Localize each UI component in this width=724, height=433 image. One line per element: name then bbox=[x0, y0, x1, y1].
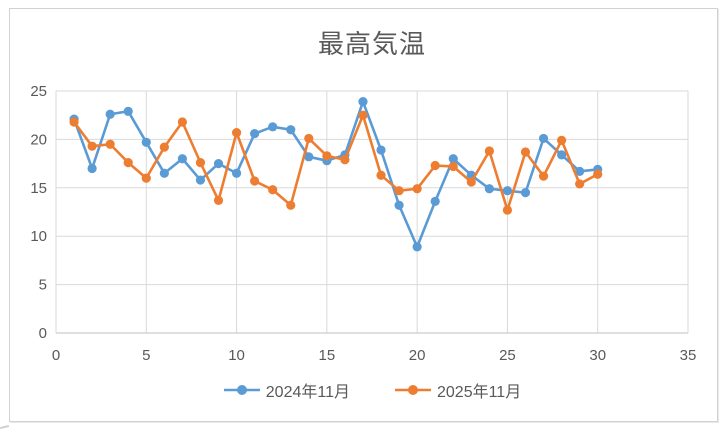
svg-text:15: 15 bbox=[30, 180, 47, 197]
legend-line-dot-icon-orange bbox=[395, 385, 431, 395]
chart-frame bbox=[9, 8, 718, 422]
svg-text:20: 20 bbox=[30, 131, 47, 148]
chart-legend: 2024年11月 2025年11月 bbox=[56, 378, 688, 402]
legend-line-dot-icon-blue bbox=[223, 385, 260, 395]
svg-text:20: 20 bbox=[409, 347, 426, 364]
svg-text:0: 0 bbox=[39, 325, 47, 342]
svg-text:25: 25 bbox=[499, 347, 516, 364]
svg-text:0: 0 bbox=[52, 347, 60, 364]
legend-label-2025: 2025年11月 bbox=[437, 384, 522, 401]
svg-text:30: 30 bbox=[589, 347, 606, 364]
svg-text:15: 15 bbox=[319, 347, 336, 364]
legend-label-2024: 2024年11月 bbox=[265, 384, 350, 401]
svg-text:25: 25 bbox=[30, 83, 47, 100]
chart-title: 最高気温 bbox=[317, 29, 426, 59]
legend-item-2024: 2024年11月 bbox=[223, 378, 350, 402]
svg-text:10: 10 bbox=[30, 228, 47, 245]
svg-text:35: 35 bbox=[680, 347, 697, 364]
svg-text:10: 10 bbox=[228, 347, 245, 364]
svg-text:5: 5 bbox=[39, 277, 47, 294]
svg-text:5: 5 bbox=[142, 347, 150, 364]
legend-item-2025: 2025年11月 bbox=[394, 378, 521, 402]
